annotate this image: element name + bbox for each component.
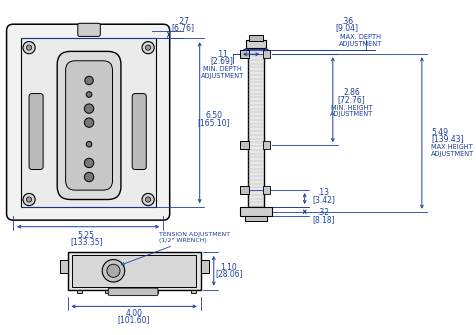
Text: TENSION ADJUSTMENT
(1/2" WRENCH): TENSION ADJUSTMENT (1/2" WRENCH) [121, 232, 230, 265]
Text: .27: .27 [177, 17, 189, 26]
Text: [9.04]: [9.04] [336, 23, 358, 32]
Text: [3.42]: [3.42] [312, 195, 335, 204]
FancyBboxPatch shape [108, 288, 158, 295]
Circle shape [84, 104, 94, 113]
Text: [72.76]: [72.76] [337, 95, 366, 104]
Circle shape [84, 172, 94, 182]
Text: [8.18]: [8.18] [312, 215, 335, 224]
Text: .36: .36 [341, 17, 353, 26]
Circle shape [23, 42, 35, 54]
Text: 5.49: 5.49 [431, 128, 448, 137]
Text: MIN. HEIGHT: MIN. HEIGHT [331, 105, 372, 111]
Bar [249, 35, 262, 41]
FancyBboxPatch shape [7, 24, 169, 220]
Text: MIN. DEPTH: MIN. DEPTH [203, 66, 241, 72]
Text: [6.76]: [6.76] [171, 23, 194, 32]
Text: 2.86: 2.86 [343, 88, 360, 97]
Circle shape [86, 92, 92, 97]
Text: ADJUSTMENT: ADJUSTMENT [330, 111, 373, 117]
Text: 4.00: 4.00 [126, 310, 143, 318]
Circle shape [23, 193, 35, 206]
Bar [68, 252, 200, 289]
Circle shape [27, 45, 32, 50]
Bar [20, 38, 156, 207]
Text: .32: .32 [317, 208, 329, 217]
Bar [240, 207, 272, 216]
Text: ADJUSTMENT: ADJUSTMENT [431, 150, 475, 156]
Bar [154, 289, 159, 293]
FancyBboxPatch shape [132, 93, 146, 170]
Circle shape [85, 76, 93, 85]
Bar [72, 255, 196, 287]
Circle shape [142, 193, 154, 206]
Bar [200, 260, 209, 273]
Circle shape [146, 45, 151, 50]
Circle shape [84, 158, 94, 168]
Bar [262, 186, 270, 194]
Circle shape [102, 260, 125, 282]
Text: [133.35]: [133.35] [70, 237, 102, 246]
Circle shape [142, 42, 154, 54]
Text: [165.10]: [165.10] [198, 118, 230, 127]
Bar [105, 289, 109, 293]
FancyBboxPatch shape [29, 93, 43, 170]
Text: [2.69]: [2.69] [211, 56, 234, 65]
Bar [191, 289, 196, 293]
Circle shape [27, 197, 32, 202]
Text: [28.06]: [28.06] [215, 269, 243, 278]
Text: MAX HEIGHT: MAX HEIGHT [431, 144, 473, 150]
FancyBboxPatch shape [66, 61, 112, 190]
Bar [240, 186, 249, 194]
Text: [101.60]: [101.60] [118, 315, 150, 324]
Bar [262, 51, 270, 58]
Bar [240, 51, 249, 58]
Text: [139.43]: [139.43] [431, 134, 464, 143]
Circle shape [86, 141, 92, 147]
Text: 5.25: 5.25 [78, 230, 95, 240]
Text: .11: .11 [216, 50, 228, 59]
Bar [60, 260, 69, 273]
Bar [248, 46, 264, 207]
Bar [262, 141, 270, 149]
Circle shape [107, 264, 120, 277]
Text: MAX. DEPTH: MAX. DEPTH [340, 34, 381, 40]
Bar [245, 216, 267, 221]
Text: .13: .13 [317, 189, 329, 197]
Circle shape [146, 197, 151, 202]
Text: ADJUSTMENT: ADJUSTMENT [200, 73, 244, 79]
FancyBboxPatch shape [57, 51, 121, 200]
Text: ADJUSTMENT: ADJUSTMENT [339, 41, 383, 47]
FancyBboxPatch shape [78, 23, 100, 37]
Bar [77, 289, 81, 293]
Bar [240, 141, 249, 149]
Text: 1.10: 1.10 [220, 263, 237, 272]
Circle shape [84, 118, 94, 127]
Bar [246, 40, 266, 48]
Text: 6.50: 6.50 [205, 111, 222, 120]
